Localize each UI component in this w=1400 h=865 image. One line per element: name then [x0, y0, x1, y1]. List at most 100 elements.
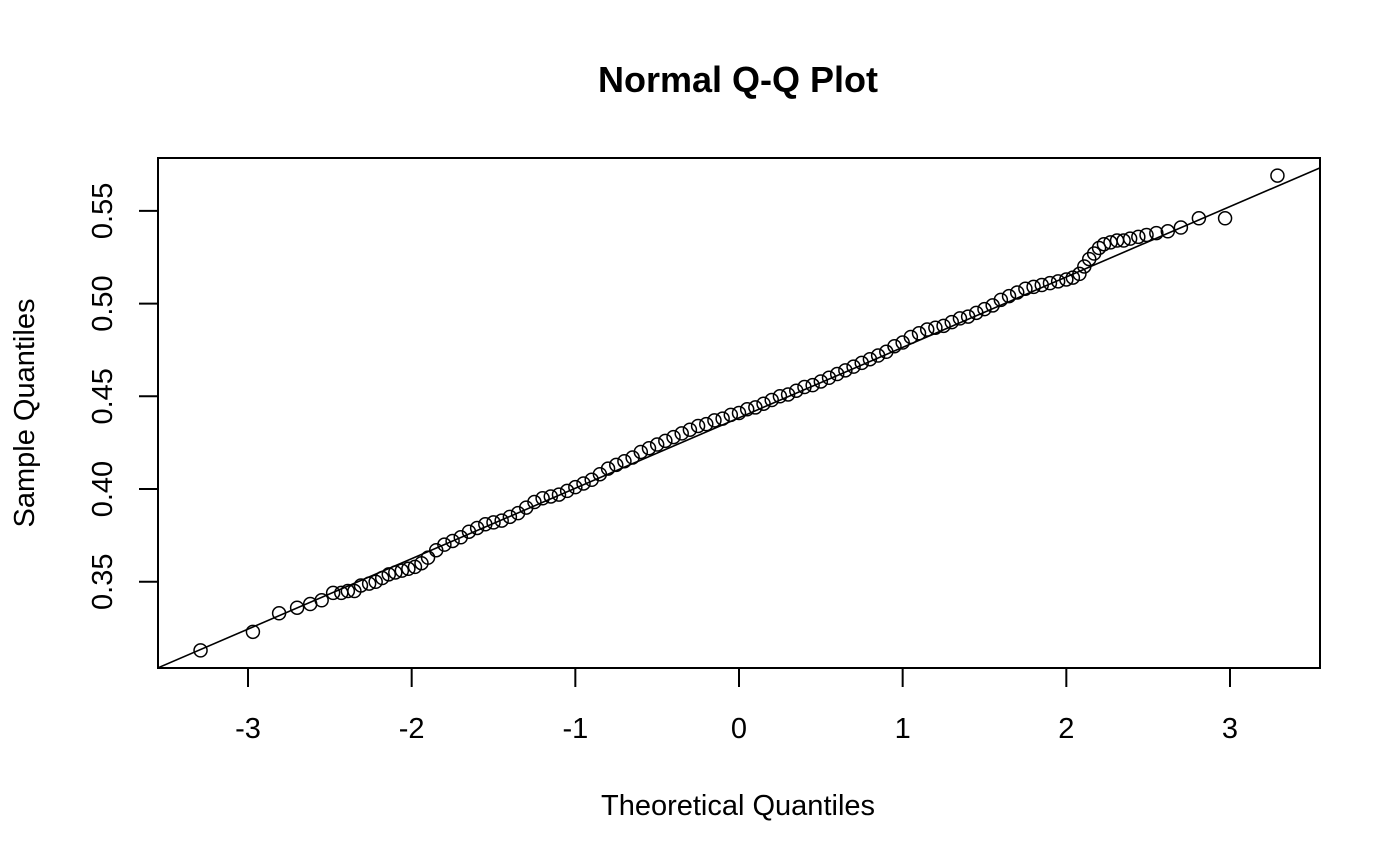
data-point — [353, 578, 369, 593]
data-point — [1077, 259, 1092, 274]
data-point — [854, 355, 869, 371]
x-tick-label: 1 — [895, 713, 911, 745]
data-point — [846, 359, 861, 374]
data-point — [739, 402, 755, 417]
chart-title: Normal Q-Q Plot — [598, 59, 878, 100]
data-point — [502, 509, 518, 525]
data-point — [600, 461, 616, 476]
data-point — [1131, 229, 1146, 245]
data-point — [756, 396, 771, 411]
data-point — [1173, 220, 1189, 235]
data-point — [559, 483, 575, 499]
data-point — [1018, 281, 1033, 296]
data-point — [666, 429, 681, 445]
data-point — [527, 494, 542, 510]
x-tick-label: -3 — [235, 713, 261, 745]
data-point — [445, 533, 460, 549]
data-point — [388, 565, 403, 580]
data-point — [911, 326, 927, 341]
y-axis-label: Sample Quantiles — [9, 299, 41, 528]
data-point — [887, 338, 902, 354]
x-tick-label: 3 — [1222, 713, 1238, 745]
data-point — [674, 426, 689, 441]
data-point — [862, 351, 878, 367]
y-tick-label: 0.55 — [87, 183, 119, 239]
data-point — [748, 400, 763, 415]
data-point — [568, 479, 583, 495]
data-point — [658, 433, 673, 449]
data-point — [245, 624, 261, 640]
data-point — [699, 416, 714, 432]
data-point — [960, 309, 976, 324]
data-point — [461, 524, 477, 539]
data-point — [420, 550, 436, 565]
data-point — [289, 600, 305, 615]
y-tick-label: 0.45 — [87, 368, 119, 424]
data-point — [193, 643, 208, 658]
data-point — [1149, 225, 1164, 241]
data-point — [936, 318, 951, 334]
data-point — [715, 411, 730, 426]
data-point — [649, 437, 665, 452]
data-point — [641, 440, 657, 456]
data-point — [838, 363, 853, 378]
data-point — [829, 366, 845, 382]
data-point — [764, 392, 779, 408]
data-point — [682, 422, 698, 437]
x-tick-label: 2 — [1058, 713, 1074, 745]
data-point — [993, 292, 1009, 308]
data-point — [1026, 279, 1041, 295]
x-tick-label: -2 — [399, 713, 425, 745]
y-tick-label: 0.40 — [87, 461, 119, 517]
y-tick-label: 0.50 — [87, 275, 119, 331]
y-tick-label: 0.35 — [87, 554, 119, 610]
data-point — [1270, 168, 1285, 183]
data-point — [952, 311, 968, 326]
data-point — [1139, 227, 1154, 243]
data-point — [723, 407, 739, 423]
data-point — [870, 348, 886, 363]
data-point — [394, 563, 410, 578]
data-point — [543, 489, 559, 504]
data-point — [789, 383, 804, 398]
data-point — [1001, 288, 1017, 304]
data-point — [1160, 224, 1176, 239]
data-point — [1116, 233, 1131, 248]
data-point — [478, 517, 493, 532]
data-point — [609, 457, 624, 473]
data-point — [1059, 272, 1074, 287]
data-point — [1042, 275, 1058, 291]
data-point — [1034, 277, 1050, 293]
data-point — [1191, 211, 1207, 226]
data-point — [325, 585, 341, 601]
data-point — [1081, 251, 1097, 267]
data-point — [401, 561, 416, 577]
data-point — [361, 576, 377, 591]
data-point — [1122, 231, 1138, 246]
data-point — [494, 513, 509, 528]
data-point — [437, 537, 452, 552]
plot-area — [158, 167, 1320, 668]
data-point — [486, 515, 501, 530]
plot-frame — [157, 157, 1321, 669]
data-point — [1072, 266, 1087, 282]
data-point — [928, 320, 943, 335]
data-point — [977, 301, 992, 317]
data-point — [551, 487, 567, 502]
data-point — [314, 593, 329, 608]
data-point — [340, 583, 356, 599]
data-point — [633, 444, 649, 460]
x-axis-label: Theoretical Quantiles — [601, 790, 875, 822]
data-point — [903, 329, 919, 345]
data-point — [805, 377, 820, 393]
data-point — [381, 567, 397, 582]
data-point — [731, 405, 747, 421]
data-point — [1050, 274, 1066, 289]
data-point — [535, 491, 550, 506]
data-point — [1009, 285, 1025, 300]
data-point — [1091, 240, 1107, 256]
data-point — [469, 520, 485, 536]
data-point — [919, 322, 935, 337]
data-point — [772, 389, 788, 404]
